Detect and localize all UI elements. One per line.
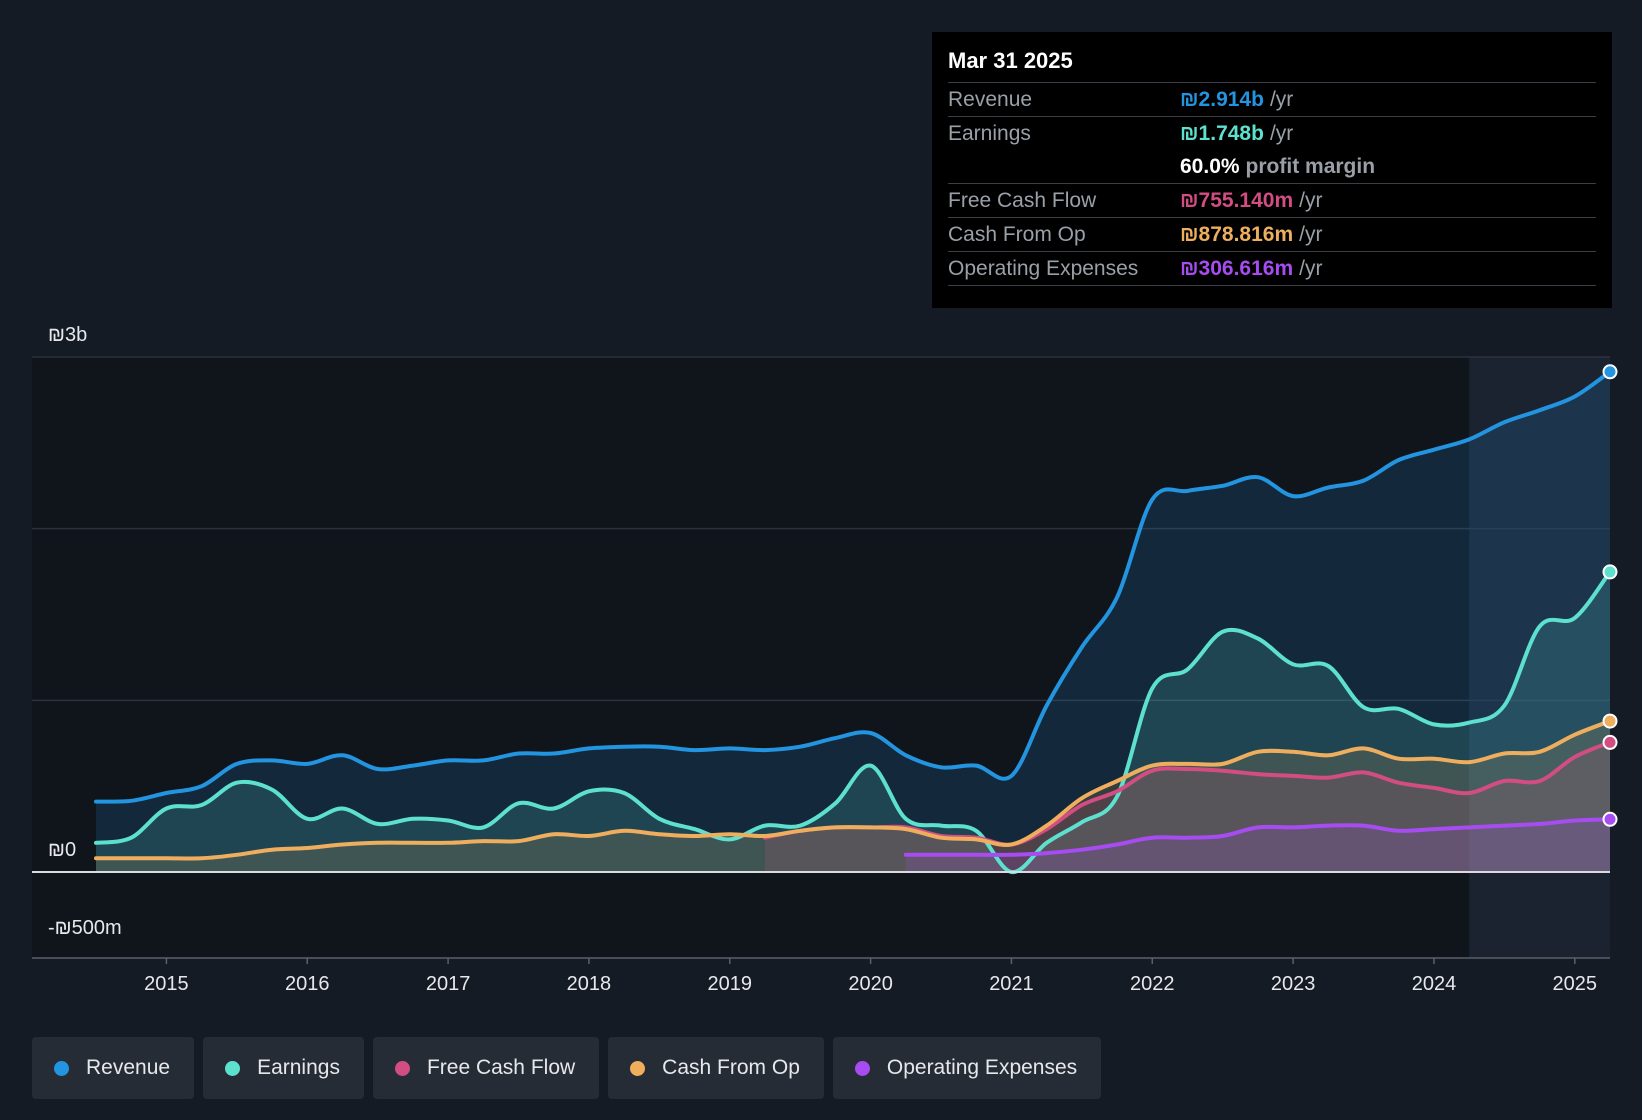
tooltip-fcf-label: Free Cash Flow <box>948 189 1097 212</box>
x-tick-label-2016: 2016 <box>285 973 330 995</box>
tooltip-earnings-row: Earnings ₪1.748b /yr <box>948 117 1596 150</box>
x-tick-label-2023: 2023 <box>1271 973 1316 995</box>
tooltip-revenue-label: Revenue <box>948 88 1033 111</box>
legend-dot-free-cash-flow <box>394 1060 410 1076</box>
legend-item-earnings[interactable]: Earnings <box>203 1037 364 1099</box>
tooltip-fcf-value: ₪755.140m <box>1180 189 1294 212</box>
series-lines <box>94 369 1612 874</box>
legend-item-revenue[interactable]: Revenue <box>32 1037 195 1099</box>
tooltip-cfo-unit: /yr <box>1299 223 1323 246</box>
y-label-bottom: -₪500m <box>48 917 122 939</box>
area-revenue <box>96 371 1610 872</box>
legend-label-revenue: Revenue <box>86 1056 171 1079</box>
legend-dot-earnings <box>225 1060 241 1076</box>
x-tick-label-2021: 2021 <box>989 973 1034 995</box>
tooltip-earnings-value: ₪1.748b <box>1180 122 1264 145</box>
data-tooltip: Mar 31 2025 Revenue ₪2.914b /yr Earnings… <box>932 32 1612 308</box>
tooltip-earnings-label: Earnings <box>948 122 1031 145</box>
line-earnings <box>94 569 1612 874</box>
y-label-top: ₪3b <box>48 324 87 346</box>
tooltip-date: Mar 31 2025 <box>948 46 1596 83</box>
legend-label-free-cash-flow: Free Cash Flow <box>426 1056 576 1079</box>
tooltip-opex-row: Operating Expenses ₪306.616m /yr <box>948 252 1596 286</box>
chart-legend: Revenue Earnings Free Cash Flow Cash Fro… <box>32 1037 1102 1099</box>
tooltip-opex-value: ₪306.616m <box>1180 257 1294 280</box>
x-tick-label-2017: 2017 <box>426 973 471 995</box>
x-tick-label-2018: 2018 <box>567 973 612 995</box>
x-tick-label-2022: 2022 <box>1130 973 1175 995</box>
y-label-zero: ₪0 <box>48 839 76 861</box>
legend-item-operating-expenses[interactable]: Operating Expenses <box>832 1037 1102 1099</box>
legend-dot-cash-from-op <box>630 1060 646 1076</box>
legend-item-cash-from-op[interactable]: Cash From Op <box>608 1037 824 1099</box>
line-revenue <box>94 369 1612 804</box>
tooltip-cfo-label: Cash From Op <box>948 223 1086 246</box>
tooltip-revenue-value: ₪2.914b <box>1180 88 1264 111</box>
endpoint-revenue <box>1602 364 1618 380</box>
x-tick-label-2019: 2019 <box>708 973 753 995</box>
tooltip-opex-label: Operating Expenses <box>948 257 1139 280</box>
line-cash-from-op <box>94 719 1612 861</box>
tooltip-revenue-unit: /yr <box>1269 88 1294 111</box>
area-earnings <box>96 571 1610 873</box>
tooltip-fcf-unit: /yr <box>1299 189 1323 212</box>
endpoint-free-cash-flow <box>1602 734 1618 750</box>
tooltip-opex-unit: /yr <box>1299 257 1323 280</box>
tooltip-margin-row: 60.0% profit margin <box>948 150 1596 184</box>
endpoint-operating-expenses <box>1602 811 1618 827</box>
x-tick-label-2024: 2024 <box>1412 973 1457 995</box>
line-operating-expenses <box>903 817 1612 857</box>
legend-label-operating-expenses: Operating Expenses <box>886 1056 1078 1079</box>
tooltip-cfo-value: ₪878.816m <box>1180 223 1294 246</box>
endpoint-cash-from-op <box>1602 713 1618 729</box>
tooltip-revenue-row: Revenue ₪2.914b /yr <box>948 83 1596 117</box>
tooltip-fcf-row: Free Cash Flow ₪755.140m /yr <box>948 184 1596 218</box>
forecast-highlight-band <box>1469 357 1610 958</box>
legend-dot-operating-expenses <box>854 1060 870 1076</box>
legend-dot-revenue <box>54 1060 69 1076</box>
legend-label-earnings: Earnings <box>257 1056 340 1079</box>
x-axis-ticks: 2015 2016 2017 2018 2019 2020 2021 2022 2023 2024… <box>144 958 1597 995</box>
x-tick-label-2015: 2015 <box>144 973 189 995</box>
gridlines <box>32 356 1610 702</box>
x-tick-label-2020: 2020 <box>848 973 893 995</box>
endpoint-earnings <box>1602 564 1618 580</box>
area-operating-expenses <box>905 819 1610 872</box>
x-tick-label-2025: 2025 <box>1553 973 1598 995</box>
tooltip-margin-value: 60.0% <box>1180 155 1240 178</box>
tooltip-earnings-unit: /yr <box>1269 122 1294 145</box>
legend-label-cash-from-op: Cash From Op <box>662 1056 800 1079</box>
plot-background <box>32 357 1610 958</box>
series-endpoints <box>1602 364 1618 827</box>
tooltip-cfo-row: Cash From Op ₪878.816m /yr <box>948 218 1596 252</box>
tooltip-margin-text: profit margin <box>1245 155 1376 178</box>
legend-item-free-cash-flow[interactable]: Free Cash Flow <box>372 1037 600 1099</box>
